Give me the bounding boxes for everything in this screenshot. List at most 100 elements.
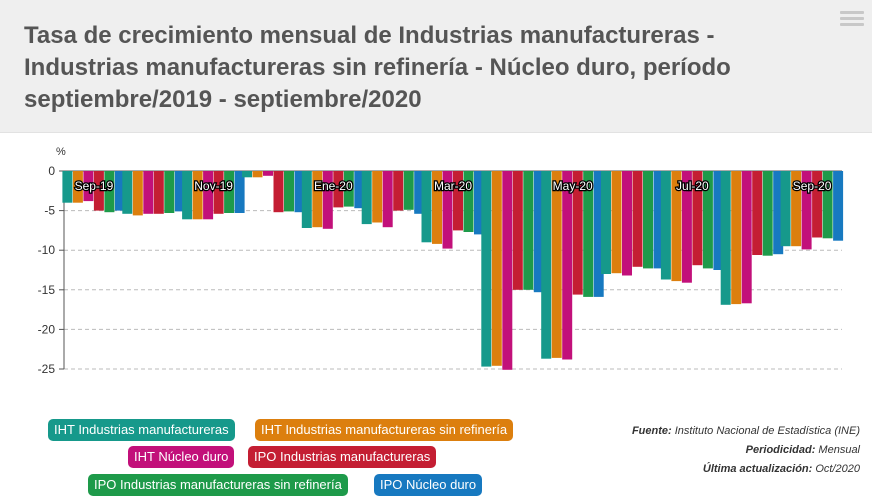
bar[interactable]	[301, 171, 312, 228]
bar[interactable]	[533, 171, 544, 293]
bar[interactable]	[474, 171, 484, 235]
bar[interactable]	[702, 171, 713, 269]
legend-item[interactable]: IHT Núcleo duro	[128, 446, 235, 468]
bar[interactable]	[812, 171, 823, 238]
x-tick-label: Ene-20	[314, 179, 353, 193]
bar[interactable]	[833, 171, 844, 241]
bar[interactable]	[182, 171, 193, 220]
bar[interactable]	[622, 171, 632, 276]
bar[interactable]	[551, 171, 562, 358]
bar[interactable]	[611, 171, 622, 274]
bar[interactable]	[822, 171, 833, 239]
bar[interactable]	[713, 171, 724, 270]
legend-item[interactable]: IHT Industrias manufactureras sin refine…	[255, 419, 514, 441]
bar[interactable]	[62, 171, 73, 203]
bar[interactable]	[660, 171, 671, 280]
bar[interactable]	[312, 171, 323, 228]
chart-header: Tasa de crecimiento mensual de Industria…	[0, 0, 872, 133]
bar[interactable]	[372, 171, 383, 223]
bar[interactable]	[114, 171, 125, 211]
menu-line	[840, 23, 864, 26]
bar[interactable]	[731, 171, 742, 305]
bar[interactable]	[192, 171, 203, 220]
bar[interactable]	[252, 171, 263, 178]
bar[interactable]	[294, 171, 305, 213]
bar[interactable]	[213, 171, 224, 214]
bar[interactable]	[752, 171, 763, 255]
legend-item[interactable]: IPO Industrias manufactureras sin refine…	[88, 474, 348, 496]
bar[interactable]	[333, 171, 344, 208]
legend-item[interactable]: IPO Núcleo duro	[374, 474, 483, 496]
bar[interactable]	[224, 171, 235, 213]
bar[interactable]	[164, 171, 175, 213]
bar[interactable]	[361, 171, 372, 225]
bar[interactable]	[583, 171, 594, 297]
bar[interactable]	[354, 171, 365, 209]
bar[interactable]	[132, 171, 143, 216]
bar[interactable]	[653, 171, 664, 269]
bar[interactable]	[153, 171, 164, 214]
updated-label: Última actualización:	[702, 463, 813, 475]
bar[interactable]	[432, 171, 442, 244]
bar[interactable]	[104, 171, 115, 213]
bar[interactable]	[143, 171, 154, 214]
bar[interactable]	[773, 171, 784, 255]
updated-line: Última actualización: Oct/2020	[632, 460, 860, 479]
bar[interactable]	[481, 171, 492, 367]
bar[interactable]	[284, 171, 294, 212]
bar[interactable]	[741, 171, 752, 304]
bar[interactable]	[83, 171, 94, 202]
bar[interactable]	[273, 171, 284, 213]
bar[interactable]	[643, 171, 653, 269]
bar[interactable]	[174, 171, 185, 212]
y-tick-label: -25	[38, 362, 56, 376]
periodicity-line: Periodicidad: Mensual	[632, 441, 860, 460]
bar[interactable]	[502, 171, 513, 370]
bar[interactable]	[343, 171, 354, 207]
bar[interactable]	[242, 171, 252, 178]
bar[interactable]	[523, 171, 534, 290]
bar[interactable]	[122, 171, 133, 214]
menu-line	[840, 17, 864, 20]
y-tick-label: 0	[48, 164, 55, 178]
bar[interactable]	[393, 171, 404, 211]
bar[interactable]	[601, 171, 611, 274]
source-value: Instituto Nacional de Estadística (INE)	[674, 425, 860, 437]
bar[interactable]	[692, 171, 703, 266]
bar[interactable]	[263, 171, 273, 176]
bar[interactable]	[593, 171, 604, 297]
bar[interactable]	[463, 171, 474, 232]
bar[interactable]	[762, 171, 773, 256]
bar[interactable]	[322, 171, 333, 229]
bar[interactable]	[93, 171, 104, 211]
hamburger-menu-icon[interactable]	[840, 8, 864, 32]
bar[interactable]	[203, 171, 214, 220]
bar[interactable]	[491, 171, 502, 366]
legend-item[interactable]: IHT Industrias manufactureras	[48, 419, 235, 441]
bar[interactable]	[572, 171, 583, 295]
bar[interactable]	[780, 171, 791, 247]
y-tick-label: -20	[38, 322, 56, 336]
bar[interactable]	[414, 171, 425, 214]
bar[interactable]	[632, 171, 643, 267]
bar[interactable]	[512, 171, 523, 290]
bar[interactable]	[720, 171, 731, 305]
bar[interactable]	[681, 171, 692, 283]
periodicity-label: Periodicidad:	[745, 444, 816, 456]
legend-item[interactable]: IPO Industrias manufactureras	[248, 446, 437, 468]
updated-value: Oct/2020	[815, 463, 860, 475]
bar[interactable]	[453, 171, 463, 231]
bar[interactable]	[801, 171, 812, 250]
bar[interactable]	[562, 171, 573, 360]
bar[interactable]	[541, 171, 552, 359]
x-tick-label: Sep-19	[75, 179, 114, 193]
bar[interactable]	[791, 171, 802, 247]
bar[interactable]	[442, 171, 453, 249]
bar[interactable]	[671, 171, 682, 282]
bar[interactable]	[234, 171, 245, 213]
bar[interactable]	[382, 171, 393, 228]
bar[interactable]	[72, 171, 83, 203]
bar[interactable]	[421, 171, 432, 243]
bar[interactable]	[403, 171, 414, 210]
x-tick-label: Nov-19	[194, 179, 233, 193]
